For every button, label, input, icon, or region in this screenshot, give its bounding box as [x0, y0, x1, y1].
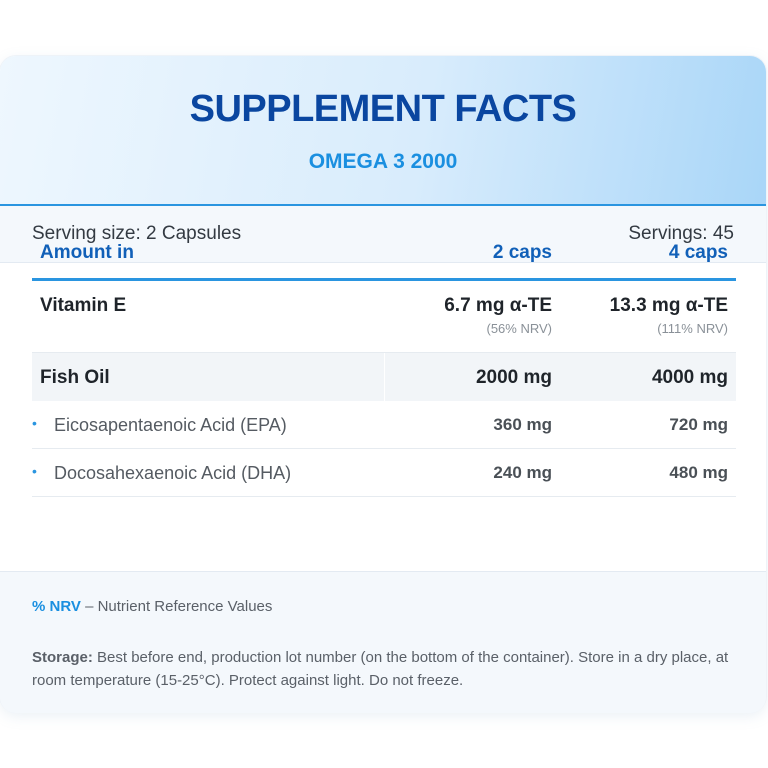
nrv-abbreviation: % NRV [32, 598, 81, 615]
nrv-2caps: (56% NRV) [486, 321, 552, 336]
nrv-definition: – Nutrient Reference Values [80, 598, 273, 615]
header: SUPPLEMENT FACTS OMEGA 3 2000 [0, 56, 766, 206]
nutrient-name: Docosahexaenoic Acid (DHA) [54, 463, 292, 483]
nrv-note: % NRV – Nutrient Reference Values [32, 598, 272, 615]
amount-4caps: 480 mg [669, 463, 728, 482]
amount-2caps: 6.7 mg α-TE [444, 295, 552, 316]
product-name: OMEGA 3 2000 [308, 150, 458, 173]
servings-count: Servings: 45 [628, 223, 734, 244]
column-divider [384, 353, 385, 401]
column-header-amount: Amount in [40, 242, 134, 263]
amount-2caps: 2000 mg [475, 367, 552, 388]
column-header-2caps: 2 caps [492, 242, 552, 263]
amount-4caps: 13.3 mg α-TE [609, 295, 728, 316]
table-header: Amount in 2 caps 4 caps [32, 228, 736, 281]
table-row: Vitamin E 6.7 mg α-TE (56% NRV) 13.3 mg … [32, 281, 736, 353]
bullet-icon: • [32, 415, 37, 431]
nutrition-table: Amount in 2 caps 4 caps Vitamin E 6.7 mg… [32, 228, 736, 497]
table-row: Fish Oil 2000 mg 4000 mg [32, 353, 736, 401]
amount-4caps: 720 mg [669, 415, 728, 434]
serving-info-bar: Serving size: 2 Capsules Servings: 45 [0, 206, 766, 263]
nutrient-name: Fish Oil [40, 367, 110, 388]
nrv-4caps: (111% NRV) [657, 321, 728, 336]
storage-note: Storage: Best before end, production lot… [32, 646, 732, 692]
storage-text: Best before end, production lot number (… [32, 649, 729, 689]
amount-2caps: 240 mg [493, 463, 552, 482]
column-header-4caps: 4 caps [668, 242, 728, 263]
table-row: • Eicosapentaenoic Acid (EPA) 360 mg 720… [32, 401, 736, 449]
nutrient-name: Eicosapentaenoic Acid (EPA) [54, 415, 287, 435]
table-row: • Docosahexaenoic Acid (DHA) 240 mg 480 … [32, 449, 736, 497]
footer-notes: % NRV – Nutrient Reference Values Storag… [0, 571, 766, 713]
serving-size: Serving size: 2 Capsules [32, 223, 242, 244]
amount-2caps: 360 mg [493, 415, 552, 434]
page-title: SUPPLEMENT FACTS [189, 88, 577, 130]
bullet-icon: • [32, 463, 37, 479]
storage-label: Storage: [32, 649, 93, 666]
nutrient-name: Vitamin E [40, 295, 127, 316]
amount-4caps: 4000 mg [651, 367, 728, 388]
